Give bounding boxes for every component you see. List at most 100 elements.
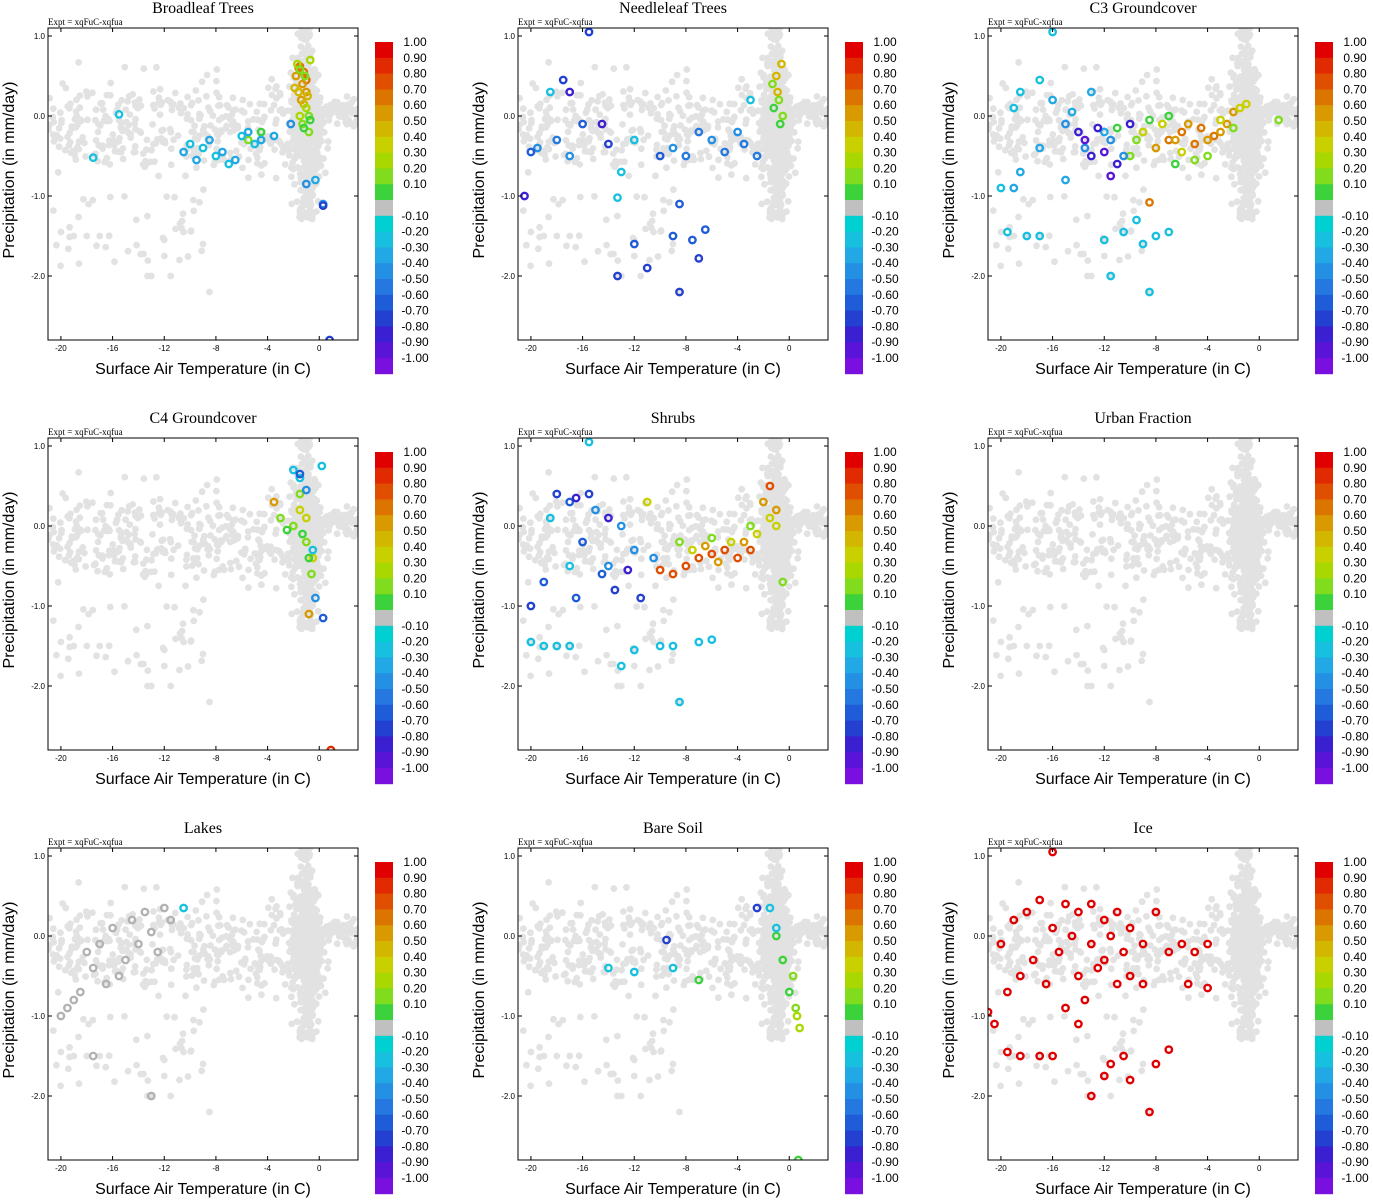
background-point <box>668 78 676 86</box>
y-tick-label: -2.0 <box>31 682 45 691</box>
background-point <box>1004 245 1012 253</box>
background-point <box>1108 106 1116 114</box>
background-point <box>649 210 657 218</box>
background-point <box>260 100 268 108</box>
background-point <box>791 169 799 177</box>
background-point <box>267 106 275 114</box>
background-point <box>57 672 64 680</box>
background-point <box>193 164 200 172</box>
background-point <box>190 207 198 215</box>
colorbar: 1.000.900.800.700.600.500.400.300.200.10… <box>375 445 429 785</box>
background-point <box>64 245 72 253</box>
data-point <box>1074 127 1083 137</box>
colorbar-swatch <box>375 531 393 548</box>
background-point <box>167 538 175 546</box>
background-point <box>1245 52 1253 60</box>
background-point <box>167 272 175 280</box>
background-point <box>57 262 64 270</box>
background-point <box>1081 163 1089 171</box>
background-point <box>193 554 201 562</box>
background-point <box>188 538 196 546</box>
background-point <box>210 571 218 579</box>
background-point <box>121 193 128 200</box>
background-point <box>518 94 523 102</box>
colorbar: 1.000.900.800.700.600.500.400.300.200.10… <box>375 35 429 375</box>
colorbar: 1.000.900.800.700.600.500.400.300.200.10… <box>845 35 899 375</box>
background-point <box>637 128 645 136</box>
data-point <box>1203 151 1213 161</box>
data-point <box>308 553 318 563</box>
colorbar-label: -0.30 <box>401 650 429 664</box>
background-point <box>1034 128 1042 136</box>
background-point <box>311 146 319 154</box>
background-point <box>1043 91 1051 99</box>
background-point <box>111 147 119 155</box>
data-point <box>243 127 253 137</box>
background-point <box>121 473 129 481</box>
background-point <box>305 462 313 470</box>
background-point <box>1124 93 1131 101</box>
background-point <box>196 608 203 616</box>
background-point <box>1082 157 1089 165</box>
background-point <box>586 134 593 142</box>
background-point <box>74 553 81 561</box>
data-point <box>642 263 652 273</box>
background-point <box>777 172 785 180</box>
background-point <box>191 122 199 130</box>
background-point <box>137 539 145 546</box>
background-point <box>646 220 654 228</box>
background-point <box>756 128 764 136</box>
background-point <box>260 510 268 518</box>
background-point <box>147 272 155 280</box>
background-point <box>303 493 311 500</box>
background-point <box>49 113 57 121</box>
background-point <box>316 132 323 140</box>
background-point <box>1138 78 1146 86</box>
colorbar-swatch <box>1315 73 1333 90</box>
background-point <box>1211 146 1218 154</box>
background-point <box>288 97 295 104</box>
background-point <box>96 532 104 539</box>
background-point <box>1237 186 1244 194</box>
background-point <box>160 252 168 260</box>
background-point <box>350 505 358 513</box>
data-point <box>616 167 626 177</box>
background-point <box>196 520 203 528</box>
data-point <box>295 111 305 121</box>
background-point <box>1163 101 1171 109</box>
colorbar-label: 0.80 <box>1343 67 1367 81</box>
expt-label: Expt = xqFuC-xqfua <box>988 17 1063 27</box>
background-point <box>176 666 183 674</box>
background-point <box>1059 155 1067 163</box>
background-point <box>1190 115 1197 123</box>
background-point <box>764 164 771 171</box>
background-point <box>106 161 114 168</box>
background-point <box>200 157 208 164</box>
background-point <box>766 118 774 126</box>
background-point <box>1033 242 1040 250</box>
background-point <box>720 115 727 123</box>
background-point <box>136 96 143 103</box>
colorbar-swatch <box>375 689 393 706</box>
background-point <box>610 65 618 72</box>
background-point <box>1025 200 1032 208</box>
background-point <box>276 499 284 507</box>
background-point <box>229 94 237 102</box>
background-point <box>182 582 189 590</box>
background-point <box>70 642 78 650</box>
colorbar-swatch <box>845 73 863 90</box>
background-point <box>338 519 345 527</box>
background-point <box>227 565 235 573</box>
background-point <box>796 112 803 120</box>
background-point <box>291 590 298 598</box>
background-point <box>144 667 152 674</box>
background-point <box>595 92 603 100</box>
colorbar-swatch <box>845 42 863 59</box>
background-point <box>64 543 71 551</box>
y-tick-label: 0.0 <box>974 112 986 121</box>
background-point <box>239 164 246 172</box>
y-axis-label: Precipitation (in mm/day) <box>1 82 18 259</box>
background-point <box>1170 120 1178 128</box>
background-point <box>75 59 82 66</box>
colorbar-label: 0.80 <box>403 67 427 81</box>
